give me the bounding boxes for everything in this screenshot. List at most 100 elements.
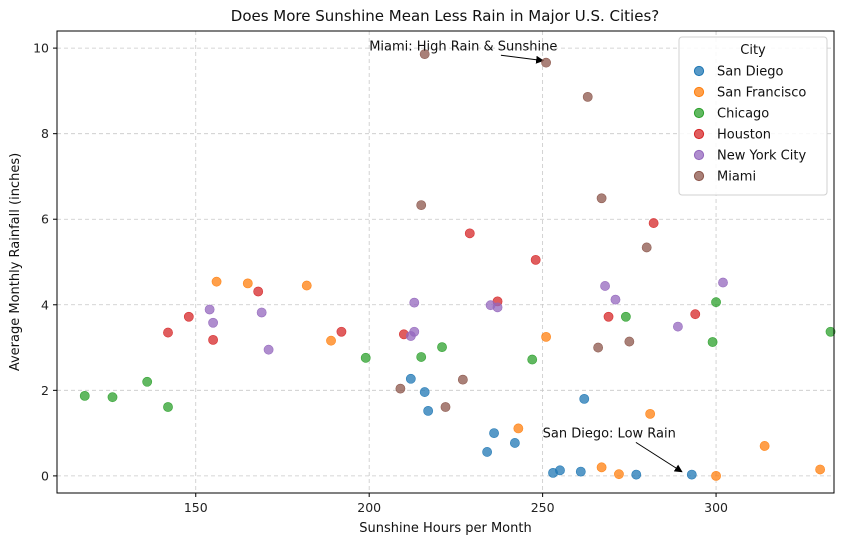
point-san-diego bbox=[419, 387, 430, 397]
annotations: Miami: High Rain & Sunshine San Diego: Lo… bbox=[369, 39, 676, 441]
point-miami bbox=[457, 374, 468, 385]
point-chicago bbox=[163, 402, 173, 412]
point-new-york-city bbox=[409, 297, 420, 308]
point-san-francisco bbox=[242, 278, 253, 289]
point-miami bbox=[641, 242, 652, 253]
point-chicago bbox=[437, 342, 447, 353]
point-houston bbox=[690, 309, 701, 320]
legend-marker bbox=[693, 128, 705, 140]
point-san-diego bbox=[579, 393, 590, 404]
point-san-francisco bbox=[326, 335, 336, 346]
legend-label: Houston bbox=[717, 128, 771, 143]
point-chicago bbox=[360, 352, 371, 363]
x-tick-label: 250 bbox=[531, 500, 555, 515]
point-houston bbox=[163, 327, 173, 338]
point-new-york-city bbox=[600, 281, 610, 291]
point-san-diego bbox=[405, 373, 416, 384]
point-san-diego bbox=[489, 428, 499, 439]
point-san-francisco bbox=[759, 441, 770, 451]
point-new-york-city bbox=[492, 302, 503, 313]
point-houston bbox=[530, 254, 541, 265]
legend-marker bbox=[693, 170, 705, 182]
y-axis-label: Average Monthly Rainfall (inches) bbox=[8, 153, 23, 371]
point-new-york-city bbox=[409, 326, 420, 337]
point-miami bbox=[395, 383, 406, 394]
data-points bbox=[79, 49, 836, 481]
point-miami bbox=[541, 57, 551, 68]
point-houston bbox=[603, 311, 614, 322]
y-tick-label: 2 bbox=[41, 383, 49, 398]
legend-label: Miami bbox=[717, 170, 756, 185]
point-san-francisco bbox=[645, 408, 656, 419]
axis-ticks: 150 200 250 300 0 2 4 6 8 10 bbox=[33, 41, 728, 515]
point-houston bbox=[183, 311, 194, 322]
point-chicago bbox=[142, 376, 153, 387]
point-houston bbox=[464, 228, 475, 239]
chart-title: Does More Sunshine Mean Less Rain in Maj… bbox=[231, 7, 659, 25]
point-san-francisco bbox=[815, 464, 826, 475]
point-san-francisco bbox=[513, 423, 524, 434]
point-san-francisco bbox=[301, 280, 312, 291]
point-chicago bbox=[711, 297, 721, 308]
point-new-york-city bbox=[256, 307, 267, 318]
point-san-francisco bbox=[596, 462, 607, 473]
annotation-text: San Diego: Low Rain bbox=[543, 426, 676, 441]
point-new-york-city bbox=[204, 304, 215, 315]
point-new-york-city bbox=[610, 294, 621, 305]
point-new-york-city bbox=[263, 344, 274, 355]
y-tick-label: 4 bbox=[41, 297, 49, 312]
legend-marker bbox=[693, 86, 705, 98]
point-san-francisco bbox=[614, 469, 624, 480]
annotation-arrows bbox=[500, 54, 683, 473]
point-san-francisco bbox=[541, 331, 551, 342]
point-miami bbox=[419, 49, 430, 59]
point-houston bbox=[648, 218, 659, 228]
legend-label: San Francisco bbox=[717, 86, 806, 101]
point-chicago bbox=[825, 326, 836, 337]
legend-label: San Diego bbox=[717, 65, 783, 80]
point-houston bbox=[253, 286, 264, 297]
legend: City San Diego San Francisco Chicago Houston… bbox=[678, 36, 828, 196]
point-san-diego bbox=[423, 405, 434, 416]
y-tick-label: 0 bbox=[41, 468, 49, 483]
x-tick-label: 150 bbox=[184, 500, 208, 515]
point-miami bbox=[440, 402, 451, 412]
point-san-diego bbox=[686, 469, 697, 480]
x-tick-label: 300 bbox=[704, 500, 728, 515]
point-chicago bbox=[707, 337, 718, 347]
point-new-york-city bbox=[208, 317, 218, 328]
legend-label: Chicago bbox=[717, 107, 769, 122]
legend-title: City bbox=[740, 43, 766, 58]
point-new-york-city bbox=[673, 321, 683, 332]
point-chicago bbox=[416, 352, 427, 362]
point-chicago bbox=[527, 354, 538, 365]
point-houston bbox=[336, 326, 347, 337]
annotation-arrow bbox=[500, 54, 545, 64]
point-san-francisco bbox=[711, 470, 721, 481]
point-miami bbox=[582, 91, 593, 102]
legend-marker bbox=[693, 149, 705, 161]
point-miami bbox=[416, 200, 427, 211]
annotation-text: Miami: High Rain & Sunshine bbox=[369, 39, 557, 54]
legend-label: New York City bbox=[717, 149, 806, 164]
x-axis-label: Sunshine Hours per Month bbox=[359, 521, 531, 536]
point-miami bbox=[596, 193, 607, 204]
legend-box bbox=[678, 36, 828, 196]
point-chicago bbox=[79, 390, 90, 401]
legend-marker bbox=[693, 65, 705, 77]
legend-marker bbox=[693, 107, 705, 119]
point-san-diego bbox=[509, 438, 520, 448]
point-new-york-city bbox=[718, 277, 728, 288]
point-san-diego bbox=[575, 466, 586, 477]
point-chicago bbox=[620, 311, 631, 322]
y-tick-label: 6 bbox=[41, 212, 49, 227]
point-houston bbox=[208, 334, 218, 345]
point-miami bbox=[624, 336, 635, 347]
y-tick-label: 10 bbox=[33, 41, 49, 56]
point-san-diego bbox=[631, 469, 642, 480]
plot-frame bbox=[56, 30, 835, 494]
point-san-francisco bbox=[211, 276, 222, 287]
point-miami bbox=[593, 342, 604, 353]
point-san-diego bbox=[482, 447, 493, 457]
